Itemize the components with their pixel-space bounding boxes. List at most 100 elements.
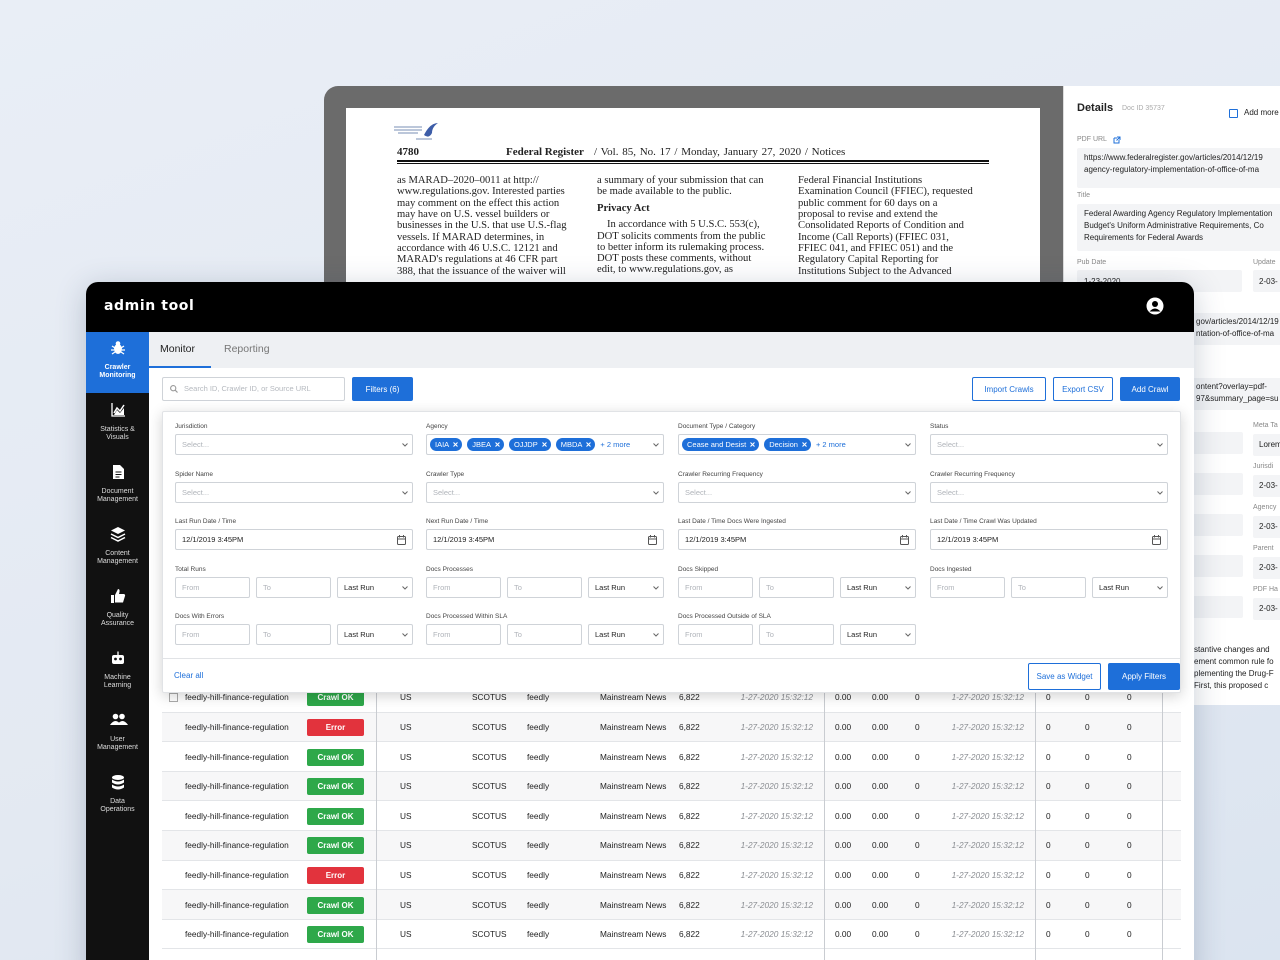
- issue-line: / Vol. 85, No. 17 / Monday, January 27, …: [594, 145, 846, 158]
- period-select[interactable]: [588, 624, 664, 645]
- table-cell: 0: [915, 751, 920, 762]
- nav-label[interactable]: Statistics & Visuals: [100, 426, 135, 441]
- icon-part: [115, 341, 120, 346]
- nav-label[interactable]: Data Operations: [100, 798, 135, 813]
- period-select[interactable]: [337, 577, 413, 598]
- icon-part: [653, 586, 659, 590]
- select-input[interactable]: [930, 482, 1168, 503]
- filter-label: Docs Processed Within SLA: [426, 612, 508, 620]
- import-button[interactable]: Import Crawls: [972, 377, 1046, 401]
- row-checkbox[interactable]: [169, 693, 178, 703]
- document-line: to better inform its rulemaking process.: [597, 241, 765, 253]
- more-chips[interactable]: + 2 more: [815, 440, 846, 449]
- chip-remove[interactable]: [541, 442, 547, 447]
- table-cell: Mainstream News: [600, 840, 667, 851]
- chip: Cease and Desist: [682, 438, 760, 451]
- range-to[interactable]: [256, 624, 331, 645]
- period-select[interactable]: [588, 577, 664, 598]
- table-cell: 0: [1046, 722, 1051, 732]
- range-to[interactable]: [256, 577, 331, 598]
- table-cell: 0: [1127, 692, 1132, 703]
- range-to[interactable]: [759, 624, 834, 645]
- chip-text: IAIA: [435, 440, 450, 449]
- status-badge: Error: [307, 718, 364, 736]
- nav-label[interactable]: Machine Learning: [103, 674, 132, 689]
- table-cell: 6,822: [679, 751, 700, 762]
- nav-label[interactable]: User Management: [97, 736, 138, 751]
- tab[interactable]: Reporting: [224, 343, 270, 356]
- chip-remove[interactable]: [453, 442, 459, 447]
- chip-remove[interactable]: [750, 442, 756, 447]
- app-header: [86, 282, 1194, 332]
- range-to[interactable]: [1011, 577, 1086, 598]
- table-cell: 0: [1127, 751, 1132, 762]
- filter-label: Next Run Date / Time: [426, 517, 489, 525]
- apply-filters-button[interactable]: Apply Filters: [1108, 663, 1180, 690]
- table-cell: 0.00: [872, 899, 889, 910]
- range-from[interactable]: [175, 624, 250, 645]
- select-input[interactable]: [678, 482, 916, 503]
- table-cell: 0.00: [872, 929, 889, 940]
- nav-label[interactable]: Crawler Monitoring: [99, 364, 136, 379]
- document-line: a summary of your submission that can: [597, 175, 764, 187]
- table-cell: feedly-hill-finance-regulation: [185, 899, 289, 910]
- field-label: Pub Date: [1077, 259, 1107, 267]
- nav-label[interactable]: Content Management: [97, 550, 138, 565]
- field-label: PDF Ha: [1253, 586, 1278, 594]
- filter-label: Document Type / Category: [678, 422, 756, 430]
- table-cell: Mainstream News: [600, 929, 667, 940]
- filters-button[interactable]: Filters (6): [352, 377, 413, 401]
- range-to[interactable]: [507, 624, 582, 645]
- table-cell: feedly-hill-finance-regulation: [185, 692, 289, 703]
- chip-remove[interactable]: [495, 442, 500, 447]
- date-input[interactable]: [678, 529, 916, 550]
- icon-part: [402, 491, 408, 495]
- date-input[interactable]: [175, 529, 413, 550]
- chip-remove[interactable]: [586, 442, 592, 447]
- range-from[interactable]: [426, 624, 501, 645]
- nav-icon: [111, 775, 124, 790]
- nav-label[interactable]: Document Management: [97, 488, 138, 503]
- icon-part: [118, 713, 125, 720]
- table-cell: 1-27-2020 15:32:12: [740, 870, 813, 880]
- tab[interactable]: Monitor: [160, 343, 196, 356]
- add-button[interactable]: Add Crawl: [1120, 377, 1180, 401]
- select-input[interactable]: [175, 434, 413, 455]
- select-input[interactable]: [426, 482, 664, 503]
- range-to-placeholder: To: [514, 629, 522, 639]
- clear-all[interactable]: Clear all: [174, 670, 204, 680]
- range-from[interactable]: [678, 577, 753, 598]
- calendar-icon: [648, 534, 657, 545]
- range-from[interactable]: [175, 577, 250, 598]
- table-cell: 1-27-2020 15:32:12: [951, 929, 1024, 940]
- add-more-checkbox[interactable]: [1229, 109, 1238, 118]
- field-label: Update: [1253, 259, 1276, 267]
- period-select[interactable]: [840, 577, 916, 598]
- range-from[interactable]: [678, 624, 753, 645]
- icon-part: [402, 443, 408, 447]
- table-cell: 0: [1046, 870, 1051, 880]
- more-chips[interactable]: + 2 more: [600, 440, 631, 449]
- range-to[interactable]: [759, 577, 834, 598]
- range-from[interactable]: [426, 577, 501, 598]
- period-select[interactable]: [1092, 577, 1168, 598]
- select-input[interactable]: [175, 482, 413, 503]
- caret: [1157, 491, 1163, 495]
- filter-label: Docs With Errors: [175, 612, 225, 620]
- date-input[interactable]: [930, 529, 1168, 550]
- table-cell: 0.00: [872, 751, 889, 762]
- save-widget-button[interactable]: Save as Widget: [1028, 663, 1101, 690]
- export-button[interactable]: Export CSV: [1053, 377, 1113, 401]
- select-input[interactable]: [930, 434, 1168, 455]
- caret: [653, 586, 659, 590]
- date-input[interactable]: [426, 529, 664, 550]
- nav-label[interactable]: Quality Assurance: [100, 612, 135, 627]
- range-to[interactable]: [507, 577, 582, 598]
- search-box[interactable]: [162, 377, 345, 401]
- document-line: proposal to revise and extend the: [798, 209, 938, 220]
- period-select[interactable]: [840, 624, 916, 645]
- range-from[interactable]: [930, 577, 1005, 598]
- chip-remove[interactable]: [802, 442, 807, 447]
- body-text: plementing the Drug-F: [1194, 668, 1274, 678]
- period-select[interactable]: [337, 624, 413, 645]
